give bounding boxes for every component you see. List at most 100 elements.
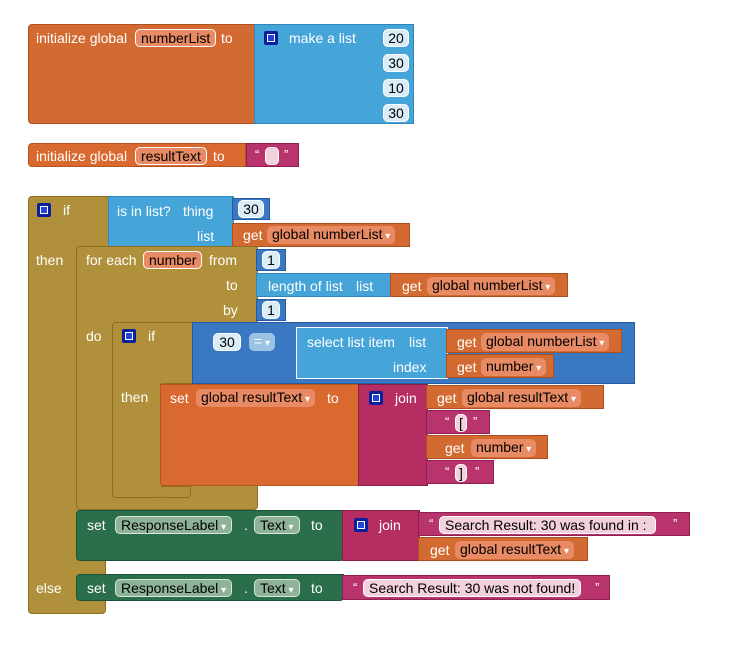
for-each-label: for each <box>86 252 137 268</box>
get-var-dropdown[interactable]: global numberList <box>481 333 610 351</box>
component-dropdown[interactable]: ResponseLabel <box>115 579 233 597</box>
string-field[interactable]: Search Result: 30 was not found! <box>363 579 582 597</box>
compare-left-number[interactable]: 30 <box>213 333 241 351</box>
select-list-item-label: select list item <box>307 334 395 350</box>
component-dropdown[interactable]: ResponseLabel <box>115 516 233 534</box>
set-var-dropdown[interactable]: global resultText <box>196 389 315 407</box>
close-quote-icon: ” <box>673 516 678 531</box>
make-a-list-block[interactable]: make a list 20 30 10 30 <box>254 24 414 124</box>
set-responselabel-notfound-block[interactable]: set ResponseLabel . Text to <box>76 574 344 601</box>
get-numberlist-block[interactable]: get global numberList <box>390 273 568 297</box>
to-label: to <box>327 390 339 406</box>
by-number-field[interactable]: 1 <box>262 301 280 319</box>
thing-label: thing <box>183 203 214 219</box>
compare-operator-dropdown[interactable]: = <box>249 333 275 351</box>
init-label: initialize global <box>36 148 128 164</box>
by-number-block[interactable]: 1 <box>256 299 286 321</box>
resulttext-name-field[interactable]: resultText <box>135 147 207 165</box>
string-found-block[interactable]: “ Search Result: 30 was found in : ” <box>418 512 690 536</box>
to-label: to <box>311 580 323 596</box>
get-var-dropdown[interactable]: global resultText <box>462 389 581 407</box>
list-item-number[interactable]: 10 <box>383 79 409 97</box>
join-mutator-gear-icon[interactable] <box>354 518 368 532</box>
string-open-bracket-block[interactable]: “ [ ” <box>426 410 490 434</box>
list-item-number[interactable]: 30 <box>383 54 409 72</box>
get-var-dropdown[interactable]: global numberList <box>427 277 556 295</box>
do-label: do <box>86 328 102 344</box>
mutator-gear-icon[interactable] <box>264 31 278 45</box>
index-label: index <box>393 359 427 375</box>
is-in-list-block[interactable]: is in list? thing list <box>108 196 234 249</box>
thing-number-block[interactable]: 30 <box>232 198 270 220</box>
get-var-dropdown[interactable]: number <box>471 439 537 457</box>
string-field[interactable]: [ <box>455 414 467 432</box>
set-resulttext-block[interactable]: set global resultText to <box>160 384 360 486</box>
get-number-block[interactable]: get number <box>446 354 554 378</box>
init-label: initialize global <box>36 30 128 46</box>
init-to-label: to <box>221 30 233 46</box>
set-label: set <box>87 580 106 596</box>
open-quote-icon: “ <box>353 580 358 595</box>
from-number-field[interactable]: 1 <box>262 251 280 269</box>
string-close-bracket-block[interactable]: “ ] ” <box>426 460 494 484</box>
get-label: get <box>243 227 263 243</box>
inner-then-label: then <box>121 389 149 405</box>
set-label: set <box>170 390 189 406</box>
set-responselabel-found-block[interactable]: set ResponseLabel . Text to <box>76 510 344 561</box>
get-label: get <box>437 390 457 406</box>
from-label: from <box>209 252 237 268</box>
close-quote-icon: ” <box>595 580 600 595</box>
empty-string-block[interactable]: “ ” <box>246 143 299 167</box>
length-of-list-block[interactable]: length of list list <box>256 273 392 297</box>
inner-if-bottom <box>161 486 191 498</box>
list-label: list <box>197 228 215 244</box>
get-var-dropdown[interactable]: global numberList <box>267 226 396 244</box>
join-block[interactable]: join <box>342 510 420 561</box>
get-resulttext-block[interactable]: get global resultText <box>418 537 588 561</box>
inner-if-header <box>161 322 193 384</box>
for-each-var-field[interactable]: number <box>143 251 203 269</box>
get-label: get <box>457 334 477 350</box>
set-label: set <box>87 517 106 533</box>
get-label: get <box>445 440 465 456</box>
string-field[interactable]: ] <box>455 464 467 482</box>
get-numberlist-block[interactable]: get global numberList <box>446 329 622 353</box>
get-numberlist-block[interactable]: get global numberList <box>232 223 410 247</box>
get-var-dropdown[interactable]: number <box>481 358 547 376</box>
string-notfound-block[interactable]: “ Search Result: 30 was not found! ” <box>342 575 610 600</box>
inner-if-mutator-gear-icon[interactable] <box>122 329 136 343</box>
init-numberlist-block[interactable]: initialize global numberList to <box>28 24 256 124</box>
get-resulttext-block[interactable]: get global resultText <box>426 385 604 409</box>
list-item-number[interactable]: 30 <box>383 104 409 122</box>
property-dropdown[interactable]: Text <box>254 516 300 534</box>
if-label: if <box>63 202 70 218</box>
numberlist-name-field[interactable]: numberList <box>135 29 217 47</box>
get-label: get <box>430 542 450 558</box>
empty-string-field[interactable] <box>265 147 279 165</box>
to-label: to <box>226 277 238 293</box>
get-label: get <box>402 278 422 294</box>
thing-number-field[interactable]: 30 <box>238 200 264 218</box>
list-label: list <box>409 334 427 350</box>
join-label: join <box>395 390 417 406</box>
init-resulttext-block[interactable]: initialize global resultText to <box>28 143 246 167</box>
get-number-block[interactable]: get number <box>426 435 548 459</box>
to-label: to <box>311 517 323 533</box>
dot-label: . <box>244 517 248 533</box>
select-list-item-block[interactable]: select list item list index <box>296 327 448 379</box>
get-var-dropdown[interactable]: global resultText <box>455 541 574 559</box>
inner-if-block[interactable] <box>112 322 162 498</box>
property-dropdown[interactable]: Text <box>254 579 300 597</box>
list-item-number[interactable]: 20 <box>383 29 409 47</box>
from-number-block[interactable]: 1 <box>256 249 286 271</box>
join-mutator-gear-icon[interactable] <box>369 391 383 405</box>
init-to-label: to <box>213 148 225 164</box>
open-quote-icon: “ <box>255 147 260 162</box>
length-of-list-label: length of list <box>268 278 343 294</box>
if-mutator-gear-icon[interactable] <box>37 203 51 217</box>
string-field[interactable]: Search Result: 30 was found in : <box>439 516 657 534</box>
join-block[interactable]: join <box>358 384 428 486</box>
open-quote-icon: “ <box>445 464 450 479</box>
join-label: join <box>379 517 401 533</box>
make-a-list-label: make a list <box>289 30 356 46</box>
